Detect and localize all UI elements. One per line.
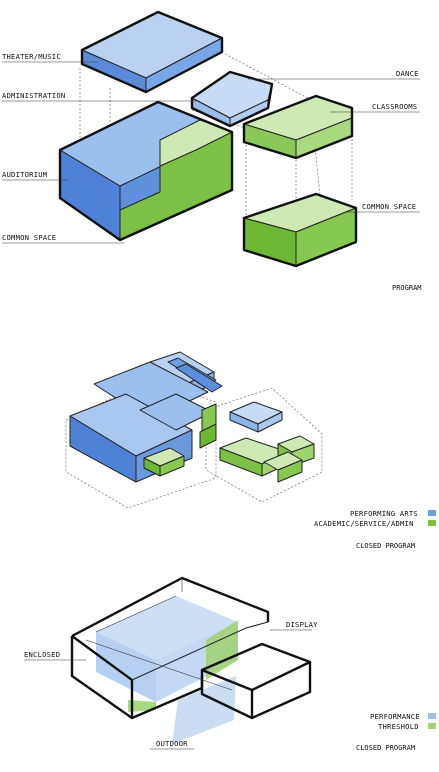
enclosure-diagram: ENCLOSED DISPLAY OUTDOOR PERFORMANCE THR… bbox=[24, 576, 436, 752]
label-classrooms: CLASSROOMS bbox=[372, 102, 417, 111]
closed-program-diagram: PERFORMING ARTS ACADEMIC/SERVICE/ADMIN C… bbox=[65, 351, 436, 550]
legend-swatch-threshold bbox=[428, 723, 436, 729]
academic-blocks-right bbox=[219, 435, 315, 483]
label-dance: DANCE bbox=[396, 69, 419, 78]
dance-block bbox=[190, 70, 274, 128]
caption-closed-program-1: CLOSED PROGRAM bbox=[356, 542, 415, 550]
legend-swatch-performing-arts bbox=[428, 510, 436, 516]
legend-label-performance: PERFORMANCE bbox=[370, 712, 420, 721]
building-outline bbox=[70, 576, 312, 720]
legend-label-performing-arts: PERFORMING ARTS bbox=[350, 509, 418, 518]
theater-music-block bbox=[80, 10, 224, 94]
caption-closed-program-2: CLOSED PROGRAM bbox=[356, 744, 415, 752]
label-display: DISPLAY bbox=[286, 620, 318, 629]
legend-label-threshold: THRESHOLD bbox=[378, 722, 419, 731]
label-common-space-right: COMMON SPACE bbox=[362, 202, 416, 211]
academic-blocks-left bbox=[143, 403, 217, 477]
leader-lines bbox=[2, 61, 420, 244]
legend-label-academic: ACADEMIC/SERVICE/ADMIN bbox=[314, 519, 414, 528]
label-enclosed: ENCLOSED bbox=[24, 650, 60, 659]
common-space-block bbox=[242, 192, 358, 268]
caption-program: PROGRAM bbox=[392, 284, 422, 292]
legend-enclosure: PERFORMANCE THRESHOLD bbox=[370, 712, 436, 731]
auditorium-block bbox=[58, 100, 234, 242]
outdoor-plane bbox=[172, 676, 236, 744]
program-diagram: THEATER/MUSIC ADMINISTRATION AUDITORIUM … bbox=[2, 10, 422, 292]
label-auditorium: AUDITORIUM bbox=[2, 170, 48, 179]
label-administration: ADMINISTRATION bbox=[2, 91, 65, 100]
dance-block-closed bbox=[229, 401, 283, 433]
label-outdoor: OUTDOOR bbox=[156, 739, 188, 748]
legend-swatch-performance bbox=[428, 713, 436, 719]
label-common-space-left: COMMON SPACE bbox=[2, 233, 56, 242]
label-theater-music: THEATER/MUSIC bbox=[2, 52, 61, 61]
legend-swatch-academic bbox=[428, 520, 436, 526]
classrooms-block bbox=[242, 94, 354, 160]
legend-closed-program: PERFORMING ARTS ACADEMIC/SERVICE/ADMIN bbox=[314, 509, 436, 528]
